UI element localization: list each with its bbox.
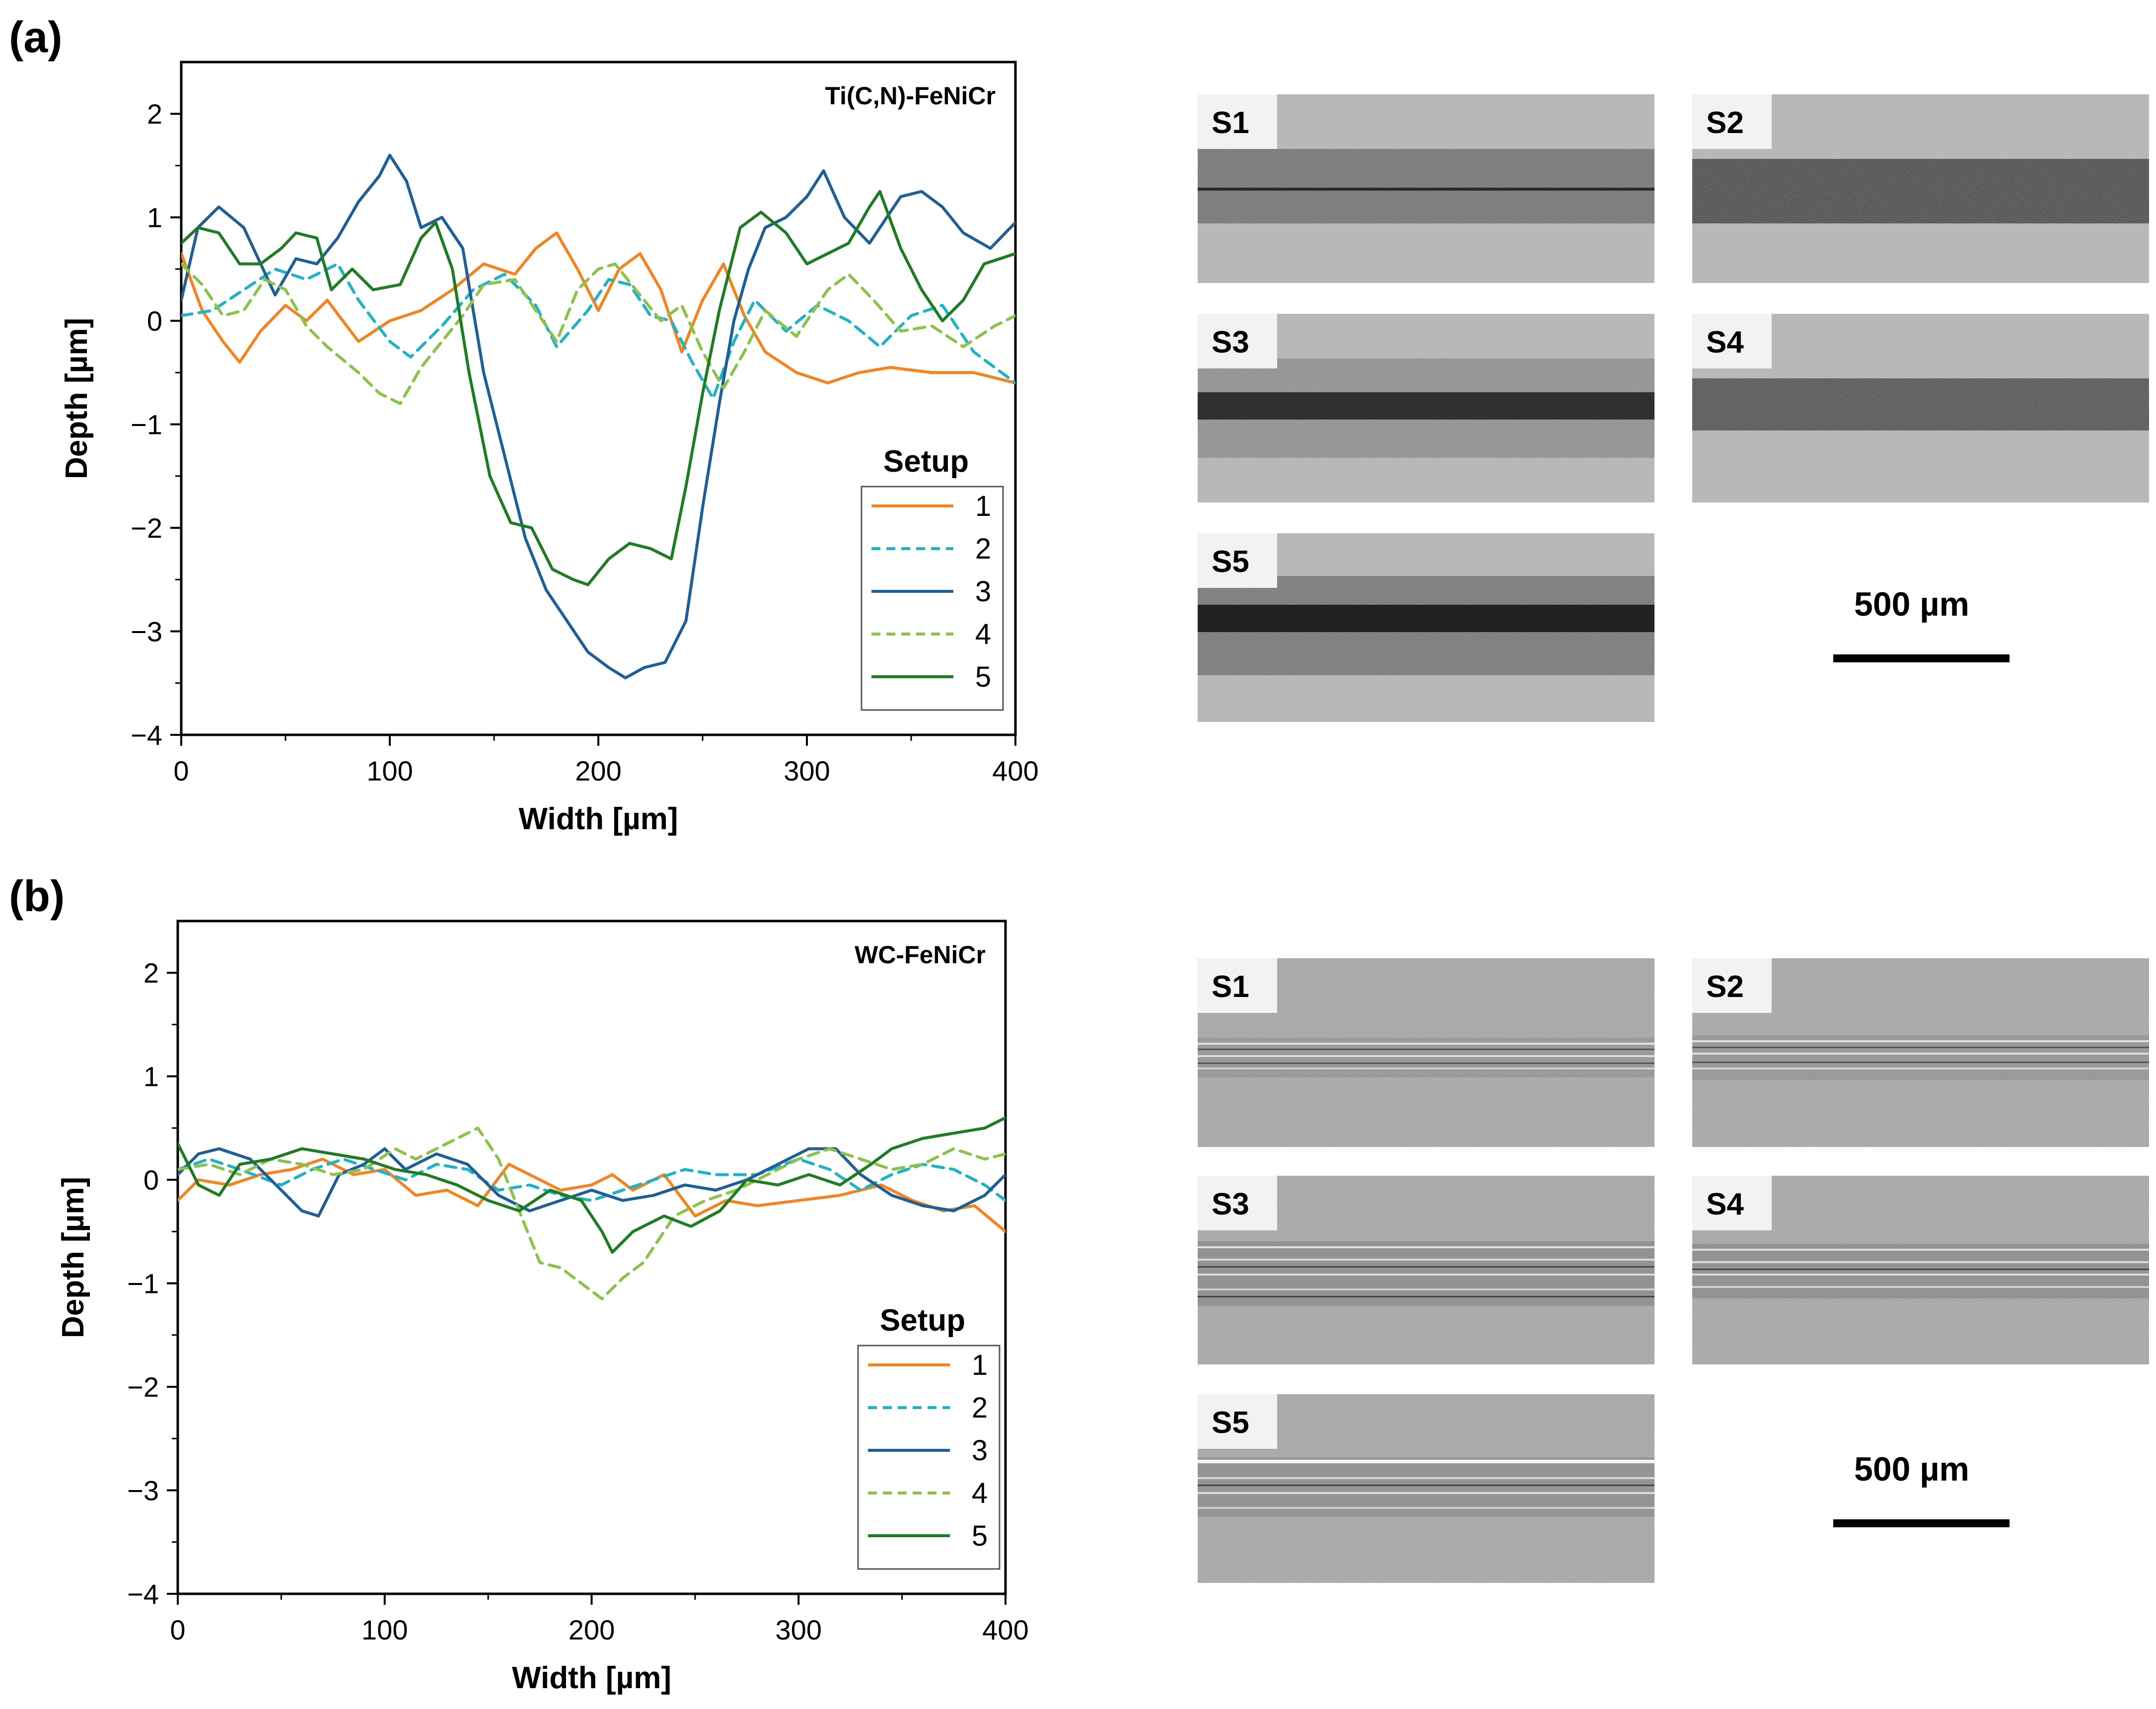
micrograph-grid-a: S1 S2 S3 S4 (1198, 94, 2149, 722)
micrograph-b-s4: S4 (1692, 1176, 2149, 1364)
x-tick-label: 200 (575, 755, 621, 786)
legend-title: Setup (880, 1303, 965, 1338)
micrograph-grid-b: S1 S2 S3 (1198, 958, 2149, 1583)
x-axis-label: Width [µm] (519, 802, 678, 836)
x-tick-label: 100 (361, 1614, 408, 1645)
micrograph-label: S1 (1212, 970, 1249, 1004)
x-tick-label: 100 (366, 755, 413, 786)
scale-bar-label-b: 500 µm (1854, 1450, 1969, 1488)
legend-label-1: 1 (972, 1349, 988, 1381)
x-tick-label: 300 (776, 1614, 822, 1645)
y-tick-label: 2 (147, 98, 162, 130)
series-line-4 (181, 262, 1015, 405)
y-axis-label: Depth [µm] (56, 1177, 90, 1338)
y-tick-label: −3 (127, 1475, 159, 1506)
depth-profile-chart-b: 0 100 200 300 400 2 1 0 −1 −2 −3 −4 Width [µm] Depth … (56, 920, 1029, 1695)
micrograph-a-s5: S5 (1198, 533, 1654, 722)
y-tick-label: 0 (144, 1164, 159, 1196)
y-tick-label: −1 (131, 409, 162, 440)
chart-annotation: Ti(C,N)-FeNiCr (825, 82, 996, 110)
legend-box (857, 1345, 1001, 1570)
legend-label-4: 4 (972, 1477, 988, 1509)
micrograph-b-s3: S3 (1198, 1176, 1654, 1364)
micrograph-a-s4: S4 (1692, 314, 2149, 502)
legend-title: Setup (883, 444, 969, 479)
y-axis-label: Depth [µm] (60, 318, 94, 479)
x-tick-label: 300 (784, 755, 830, 786)
y-tick-label: 1 (147, 202, 162, 233)
y-tick-label: −4 (127, 1578, 159, 1610)
legend-label-2: 2 (975, 533, 991, 565)
legend-label-4: 4 (975, 618, 991, 650)
x-axis-label: Width [µm] (512, 1661, 671, 1695)
legend-label-3: 3 (975, 575, 991, 608)
micrograph-b-s5: S5 (1198, 1394, 1654, 1583)
scale-bar-b (1833, 1519, 2010, 1527)
scale-bar-label-a: 500 µm (1854, 585, 1969, 623)
x-tick-label: 400 (992, 755, 1038, 786)
micrograph-label: S4 (1706, 1187, 1744, 1221)
legend-label-2: 2 (972, 1392, 988, 1424)
series-line-5 (178, 1116, 1006, 1254)
series-line-2 (178, 1157, 1006, 1202)
micrograph-label: S3 (1212, 325, 1249, 359)
y-tick-label: 1 (144, 1061, 159, 1092)
x-tick-label: 0 (170, 1614, 185, 1645)
x-tick-label: 400 (982, 1614, 1028, 1645)
y-tick-label: 2 (144, 957, 159, 989)
y-tick-label: −2 (131, 512, 162, 544)
series-line-5 (181, 190, 1015, 586)
legend-label-5: 5 (975, 661, 991, 693)
panel-b-label: (b) (9, 871, 65, 921)
series-line-3 (181, 153, 1015, 680)
micrograph-label: S5 (1212, 1406, 1249, 1440)
legend-label-5: 5 (972, 1520, 988, 1552)
legend-box (861, 486, 1004, 711)
x-tick-label: 0 (173, 755, 189, 786)
series-line-2 (181, 262, 1015, 400)
micrograph-label: S2 (1706, 970, 1744, 1004)
y-tick-label: −2 (127, 1371, 159, 1403)
y-tick-label: −3 (131, 616, 162, 647)
series-group (178, 1116, 1006, 1300)
legend-label-3: 3 (972, 1434, 988, 1467)
micrograph-label: S2 (1706, 106, 1744, 140)
micrograph-a-s1: S1 (1198, 94, 1654, 283)
y-tick-label: −4 (131, 719, 162, 751)
series-line-4 (178, 1126, 1006, 1300)
scale-bar-a (1833, 654, 2010, 662)
legend-label-1: 1 (975, 490, 991, 522)
micrograph-a-s3: S3 (1198, 314, 1654, 502)
series-line-1 (178, 1157, 1006, 1233)
micrograph-label: S1 (1212, 106, 1249, 140)
micrograph-b-s1: S1 (1198, 958, 1654, 1147)
micrograph-b-s2: S2 (1692, 958, 2149, 1147)
series-line-1 (181, 231, 1015, 385)
series-group (181, 153, 1015, 680)
micrograph-a-s2: S2 (1692, 94, 2149, 283)
panel-a-label: (a) (9, 12, 63, 62)
depth-profile-chart-a: 0 100 200 300 400 2 1 0 −1 −2 −3 −4 Width [µm] Depth … (60, 61, 1039, 836)
micrograph-label: S4 (1706, 325, 1744, 359)
x-tick-label: 200 (569, 1614, 615, 1645)
chart-annotation: WC-FeNiCr (855, 941, 986, 969)
series-line-3 (178, 1147, 1006, 1218)
micrograph-label: S3 (1212, 1187, 1249, 1221)
y-tick-label: −1 (127, 1268, 159, 1299)
micrograph-label: S5 (1212, 545, 1249, 579)
y-tick-label: 0 (147, 305, 162, 337)
